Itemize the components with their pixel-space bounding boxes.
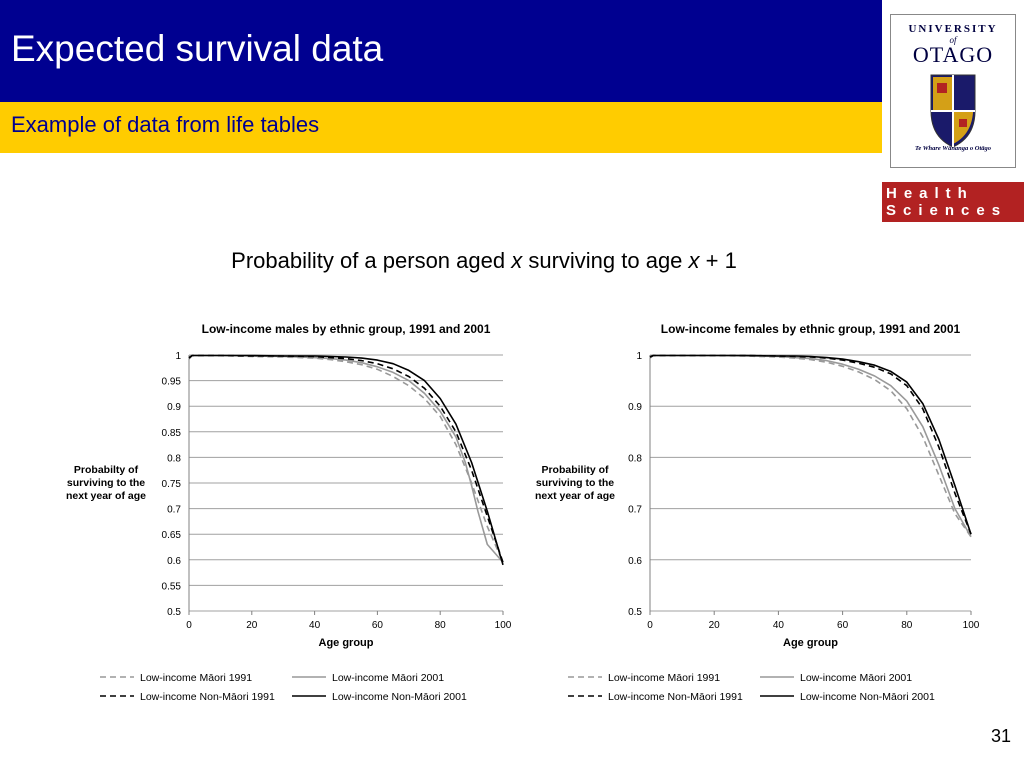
y-axis-label: Probability of surviving to the next year … <box>535 464 615 502</box>
series-line <box>188 354 504 563</box>
x-tick-label: 100 <box>963 620 980 631</box>
x-axis-label: Age group <box>783 637 838 649</box>
x-tick-label: 0 <box>647 620 653 631</box>
series-line <box>188 354 504 566</box>
slide-subtitle: Example of data from life tables <box>11 112 320 137</box>
x-tick-label: 80 <box>901 620 913 631</box>
y-tick-label: 0.7 <box>167 505 181 516</box>
logo-motto-text: Te Whare Wānanga o Otāgo <box>914 145 992 152</box>
series-line <box>649 354 972 538</box>
series-line <box>649 354 972 538</box>
y-tick-label: 0.8 <box>167 453 181 464</box>
y-tick-label: 0.55 <box>162 581 182 592</box>
legend-label: Low-income Non-Māori 2001 <box>800 691 935 703</box>
x-tick-label: 100 <box>495 620 512 631</box>
y-tick-label: 0.7 <box>628 505 642 516</box>
y-tick-label: 1 <box>175 351 181 362</box>
x-tick-label: 40 <box>773 620 785 631</box>
y-tick-label: 0.9 <box>628 402 642 413</box>
shield-icon <box>930 74 976 148</box>
y-tick-label: 0.5 <box>628 607 642 618</box>
x-tick-label: 60 <box>372 620 384 631</box>
heading-part-1: Probability of a person aged <box>231 248 512 273</box>
legend-label: Low-income Māori 2001 <box>332 672 444 684</box>
heading-variable-2: x <box>688 248 700 273</box>
logo-sciences-text: Sciences <box>886 202 1008 219</box>
legend-label: Low-income Māori 2001 <box>800 672 912 684</box>
x-tick-label: 80 <box>435 620 447 631</box>
logo-frame: UNIVERSITY of OTAGO Te Whare Wānanga o O… <box>890 14 1016 168</box>
x-tick-label: 20 <box>709 620 721 631</box>
females-chart-svg: Low-income females by ethnic group, 1991… <box>535 322 980 703</box>
legend-label: Low-income Non-Māori 2001 <box>332 691 467 703</box>
y-tick-label: 0.65 <box>162 530 182 541</box>
y-tick-label: 0.5 <box>167 607 181 618</box>
page-number: 31 <box>990 726 1011 746</box>
legend-label: Low-income Non-Māori 1991 <box>608 691 743 703</box>
x-tick-label: 40 <box>309 620 321 631</box>
x-tick-label: 0 <box>186 620 192 631</box>
y-tick-label: 0.6 <box>628 556 642 567</box>
y-tick-label: 0.75 <box>162 479 182 490</box>
x-tick-label: 60 <box>837 620 849 631</box>
logo-of-text: of <box>949 35 957 45</box>
x-tick-label: 20 <box>246 620 258 631</box>
heading-variable-1: x <box>511 248 523 273</box>
series-line <box>188 354 504 563</box>
y-tick-label: 0.6 <box>167 556 181 567</box>
chart-heading: Probability of a person aged x surviving… <box>0 248 968 274</box>
y-tick-label: 0.8 <box>628 453 642 464</box>
y-tick-label: 0.9 <box>167 402 181 413</box>
heading-part-3: + 1 <box>699 248 737 273</box>
university-logo: UNIVERSITY of OTAGO Te Whare Wānanga o O… <box>882 0 1024 222</box>
legend-label: Low-income Non-Māori 1991 <box>140 691 275 703</box>
heading-part-2: surviving to age <box>522 248 689 273</box>
health-sciences-band: Health Sciences <box>882 182 1024 222</box>
y-tick-label: 0.95 <box>162 377 182 388</box>
x-axis-label: Age group <box>319 637 374 649</box>
females-chart: Low-income females by ethnic group, 1991… <box>510 315 1000 715</box>
y-tick-label: 0.85 <box>162 428 182 439</box>
logo-name-text: OTAGO <box>912 42 994 67</box>
males-chart: Low-income males by ethnic group, 1991 a… <box>40 315 530 715</box>
chart-title: Low-income females by ethnic group, 1991… <box>661 322 961 336</box>
y-tick-label: 1 <box>636 351 642 362</box>
title-bar: Expected survival data <box>0 0 882 102</box>
logo-university-text: UNIVERSITY <box>908 23 998 35</box>
subtitle-bar: Example of data from life tables <box>0 102 882 153</box>
chart-title: Low-income males by ethnic group, 1991 a… <box>202 322 491 336</box>
series-line <box>649 354 972 535</box>
y-axis-label: Probabilty of surviving to the next year o… <box>66 464 146 502</box>
logo-health-text: Health <box>886 185 974 202</box>
series-line <box>649 354 972 535</box>
legend-label: Low-income Māori 1991 <box>140 672 252 684</box>
males-chart-svg: Low-income males by ethnic group, 1991 a… <box>66 322 512 703</box>
legend-label: Low-income Māori 1991 <box>608 672 720 684</box>
series-line <box>188 354 504 563</box>
slide-title: Expected survival data <box>11 28 384 69</box>
